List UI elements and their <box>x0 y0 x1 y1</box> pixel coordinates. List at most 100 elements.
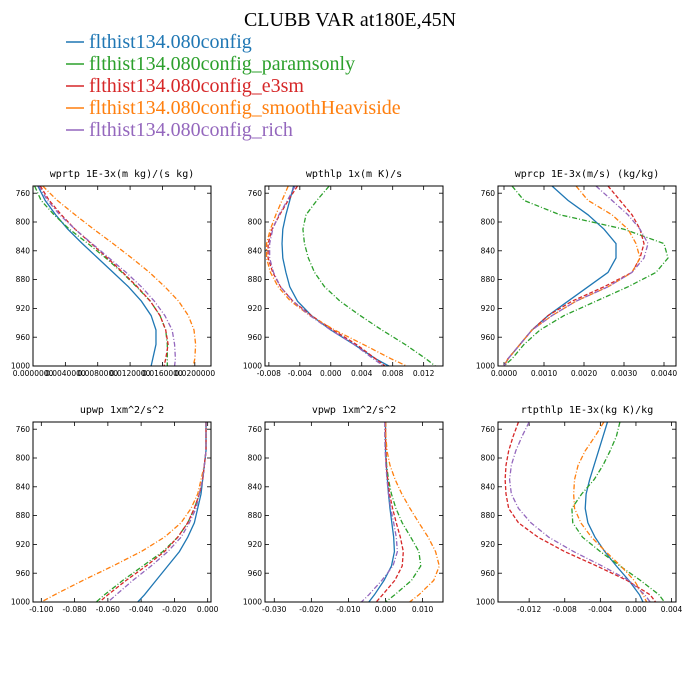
panel-title: rtpthlp 1E-3x(kg K)/kg <box>521 405 653 416</box>
legend-label: flthist134.080config_rich <box>89 119 293 141</box>
x-tick-label: 0.000 <box>375 605 397 614</box>
x-tick-label: -0.030 <box>262 605 286 614</box>
series-line <box>99 422 207 602</box>
x-tick-label: -0.020 <box>299 605 323 614</box>
panel-title: upwp 1xm^2/s^2 <box>80 405 164 416</box>
series-line <box>508 422 651 602</box>
series-line <box>42 186 197 366</box>
y-tick-label: 880 <box>16 275 31 284</box>
y-tick-label: 880 <box>248 275 263 284</box>
series-line <box>503 186 645 366</box>
y-tick-label: 880 <box>16 511 31 520</box>
y-tick-label: 920 <box>16 304 31 313</box>
series-line <box>281 186 390 366</box>
y-tick-label: 840 <box>481 246 496 255</box>
series-line <box>368 422 396 602</box>
legend: flthist134.080configflthist134.080config… <box>66 31 401 141</box>
x-tick-label: 0.0000000 <box>13 369 54 378</box>
series-line <box>265 186 407 366</box>
y-tick-label: 1000 <box>11 598 30 607</box>
y-tick-label: 960 <box>16 333 31 342</box>
series-line <box>107 422 207 602</box>
series-line <box>572 422 648 602</box>
y-tick-label: 960 <box>481 333 496 342</box>
y-tick-label: 880 <box>481 275 496 284</box>
y-tick-label: 760 <box>248 425 263 434</box>
x-tick-label: 0.0120000 <box>110 369 151 378</box>
series-line <box>267 186 386 366</box>
x-tick-label: 0.0020 <box>571 369 597 378</box>
chart-panel: wpthlp 1x(m K)/s7608008408809209601000-0… <box>243 169 444 378</box>
legend-label: flthist134.080config_smoothHeaviside <box>89 97 401 119</box>
y-tick-label: 760 <box>481 425 496 434</box>
legend-label: flthist134.080config_paramsonly <box>89 53 355 75</box>
x-tick-label: 0.010 <box>412 605 434 614</box>
series-line <box>503 186 617 366</box>
y-tick-label: 760 <box>481 189 496 198</box>
series-line <box>503 186 641 366</box>
y-tick-label: 800 <box>16 454 31 463</box>
x-tick-label: -0.040 <box>129 605 153 614</box>
x-tick-label: 0.0040000 <box>45 369 86 378</box>
y-tick-label: 840 <box>248 246 263 255</box>
series-line <box>360 422 399 602</box>
series-line <box>38 186 177 366</box>
y-tick-label: 920 <box>481 304 496 313</box>
x-tick-label: 0.000 <box>197 605 219 614</box>
y-tick-label: 1000 <box>243 598 262 607</box>
series-line <box>584 422 644 602</box>
y-tick-label: 800 <box>481 218 496 227</box>
plot-frame <box>264 421 444 603</box>
y-tick-label: 1000 <box>11 362 30 371</box>
x-tick-label: 0.012 <box>413 369 435 378</box>
chart-panel: wprtp 1E-3x(m kg)/(s kg) 760 800 840 880 920 9… <box>11 169 215 378</box>
legend-label: flthist134.080config <box>89 31 252 53</box>
series-line <box>504 422 657 602</box>
y-tick-label: 880 <box>481 511 496 520</box>
series-line <box>384 422 440 602</box>
series-line <box>41 422 207 602</box>
chart-panel: upwp 1xm^2/s^2 760 800 840 880 920 960 1000-0.1… <box>11 405 219 614</box>
x-tick-label: -0.080 <box>62 605 86 614</box>
x-tick-label: 0.0040 <box>651 369 677 378</box>
x-tick-label: -0.008 <box>257 369 281 378</box>
x-tick-label: 0.0030 <box>611 369 637 378</box>
x-tick-label: 0.000 <box>625 605 647 614</box>
y-tick-label: 920 <box>481 540 496 549</box>
x-tick-label: 0.0080000 <box>77 369 118 378</box>
series-line <box>37 186 157 366</box>
x-tick-label: 0.0010 <box>531 369 557 378</box>
chart-panel: wprcp 1E-3x(m/s) (kg/kg) 760 800 840 880 920 9… <box>476 169 677 378</box>
x-tick-label: -0.100 <box>29 605 53 614</box>
x-tick-label: 0.0000 <box>491 369 517 378</box>
y-tick-label: 920 <box>248 304 263 313</box>
x-tick-label: 0.0160000 <box>142 369 183 378</box>
figure-title: CLUBB VAR at180E,45N <box>244 9 456 31</box>
legend-entry: flthist134.080config_rich <box>66 119 293 141</box>
y-tick-label: 800 <box>481 454 496 463</box>
panel-title: vpwp 1xm^2/s^2 <box>312 405 396 416</box>
plot-frame <box>32 421 212 603</box>
x-tick-label: 0.000 <box>320 369 342 378</box>
y-tick-label: 840 <box>481 482 496 491</box>
y-tick-label: 800 <box>16 218 31 227</box>
y-tick-label: 1000 <box>476 362 495 371</box>
x-tick-label: 0.004 <box>661 605 683 614</box>
panel-title: wpthlp 1x(m K)/s <box>306 169 402 180</box>
plot-frame <box>497 421 677 603</box>
series-line <box>268 186 384 366</box>
legend-entry: flthist134.080config_paramsonly <box>66 53 355 75</box>
series-line <box>503 186 649 366</box>
y-tick-label: 840 <box>16 482 31 491</box>
x-tick-label: -0.010 <box>336 605 360 614</box>
panel-title: wprcp 1E-3x(m/s) (kg/kg) <box>515 169 660 180</box>
x-tick-label: -0.004 <box>288 369 312 378</box>
y-tick-label: 760 <box>16 425 31 434</box>
y-tick-label: 960 <box>16 569 31 578</box>
panel-grid: wprtp 1E-3x(m kg)/(s kg) 760 800 840 880 920 9… <box>11 169 683 614</box>
panel-title: wprtp 1E-3x(m kg)/(s kg) <box>50 169 195 180</box>
legend-entry: flthist134.080config_smoothHeaviside <box>66 97 401 119</box>
x-tick-label: -0.020 <box>162 605 186 614</box>
legend-entry: flthist134.080config_e3sm <box>66 75 304 97</box>
